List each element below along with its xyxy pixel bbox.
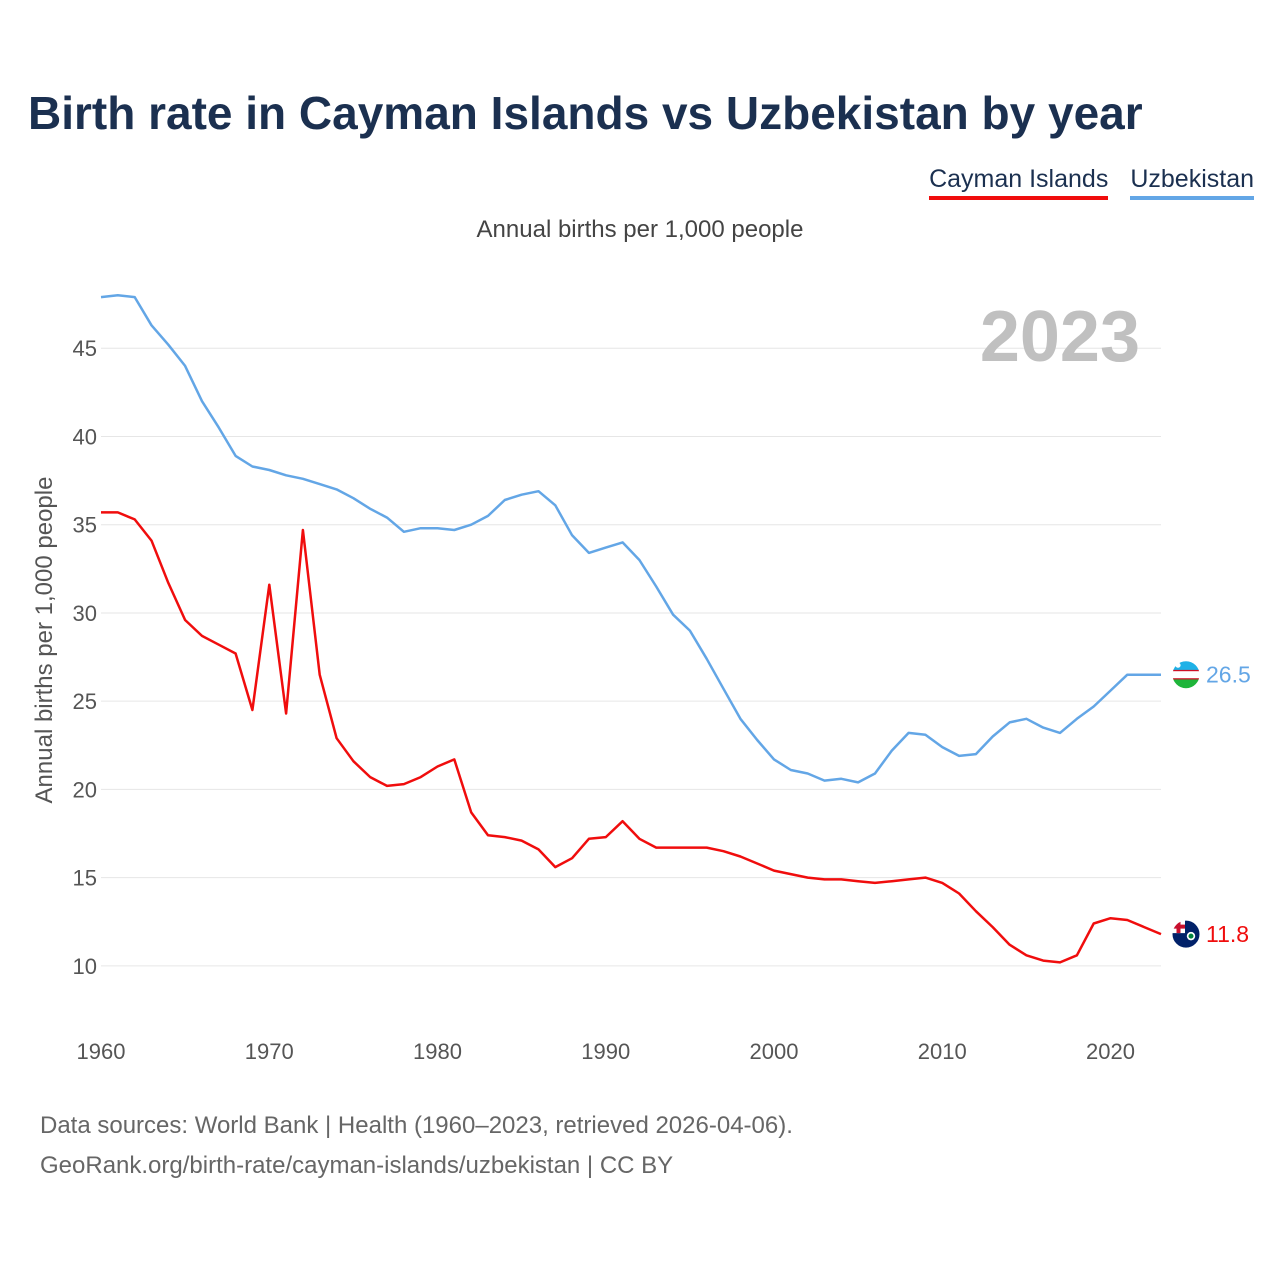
series-lines — [100, 294, 1162, 964]
year-overlay: 2023 — [980, 297, 1140, 377]
uzbekistan-flag-icon — [1171, 660, 1201, 690]
cayman-islands-flag-icon — [1171, 919, 1201, 949]
x-tick-label: 1960 — [77, 1039, 126, 1064]
y-tick-label: 35 — [73, 513, 97, 538]
source-line-2: GeoRank.org/birth-rate/cayman-islands/uz… — [40, 1152, 674, 1179]
y-tick-label: 10 — [73, 954, 97, 979]
y-tick-label: 30 — [73, 601, 97, 626]
chart-title: Birth rate in Cayman Islands vs Uzbekist… — [28, 87, 1143, 139]
y-tick-label: 15 — [73, 866, 97, 891]
series-end-markers: 11.8 26.5 — [1171, 660, 1251, 949]
y-axis-label: Annual births per 1,000 people — [31, 477, 58, 804]
source-note: Data sources: World Bank | Health (1960–… — [40, 1106, 793, 1186]
y-tick-label: 40 — [73, 424, 97, 449]
series-line-cayman-islands[interactable] — [101, 511, 1162, 964]
x-tick-label: 1980 — [413, 1039, 462, 1064]
chart-subtitle: Annual births per 1,000 people — [476, 216, 804, 243]
series-line-uzbekistan[interactable] — [100, 294, 1161, 784]
x-axis-ticks: 1960 1970 1980 1990 2000 2010 2020 — [77, 1039, 1135, 1064]
x-tick-label: 2010 — [918, 1039, 967, 1064]
end-value-label: 11.8 — [1206, 921, 1249, 947]
legend-item-cayman-islands[interactable]: Cayman Islands — [929, 164, 1109, 200]
x-tick-label: 1970 — [245, 1039, 294, 1064]
x-tick-label: 2020 — [1086, 1039, 1135, 1064]
legend: Cayman Islands Uzbekistan — [929, 164, 1254, 200]
legend-item-uzbekistan[interactable]: Uzbekistan — [1130, 164, 1254, 200]
y-tick-label: 25 — [73, 689, 97, 714]
end-value-label: 26.5 — [1206, 662, 1251, 688]
x-tick-label: 1990 — [581, 1039, 630, 1064]
y-tick-label: 45 — [73, 336, 97, 361]
grid-lines — [101, 347, 1161, 967]
x-tick-label: 2000 — [750, 1039, 799, 1064]
source-line-1: Data sources: World Bank | Health (1960–… — [40, 1112, 793, 1139]
y-axis-ticks: 10 15 20 25 30 35 40 45 — [73, 336, 97, 979]
y-tick-label: 20 — [73, 777, 97, 802]
